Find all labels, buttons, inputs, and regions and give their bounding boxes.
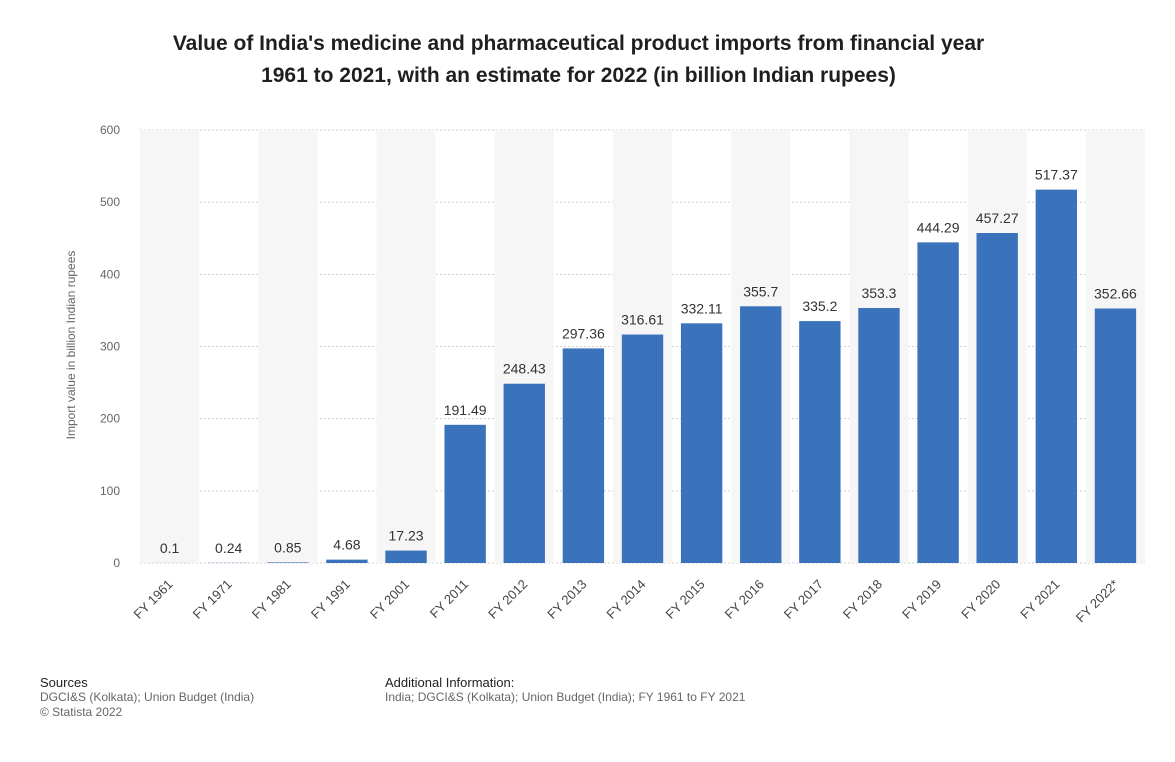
x-tick-label: FY 2016 bbox=[722, 577, 767, 622]
chart-title: Value of India's medicine and pharmaceut… bbox=[40, 28, 1117, 92]
y-tick-label: 600 bbox=[100, 123, 120, 137]
value-label: 316.61 bbox=[621, 312, 664, 328]
x-tick-label: FY 1981 bbox=[249, 577, 294, 622]
y-tick-label: 300 bbox=[100, 340, 120, 354]
y-axis-ticks: 0 100 200 300 400 500 600 bbox=[100, 123, 120, 570]
bar bbox=[621, 334, 664, 563]
value-label: 353.3 bbox=[861, 285, 896, 301]
value-label: 0.24 bbox=[215, 540, 242, 556]
value-label: 0.1 bbox=[160, 540, 180, 556]
additional-info-heading: Additional Information: bbox=[385, 675, 515, 690]
x-tick-label: FY 2014 bbox=[603, 577, 648, 622]
value-label: 457.27 bbox=[976, 210, 1019, 226]
bar bbox=[976, 233, 1018, 563]
bar bbox=[680, 323, 723, 563]
bar bbox=[562, 348, 605, 563]
x-tick-label: FY 2022* bbox=[1073, 577, 1122, 626]
bar bbox=[917, 242, 959, 563]
sources-text: DGCI&S (Kolkata); Union Budget (India) bbox=[40, 690, 255, 704]
y-tick-label: 200 bbox=[100, 412, 120, 426]
bars bbox=[148, 189, 1137, 563]
value-label: 444.29 bbox=[917, 219, 960, 235]
y-tick-label: 100 bbox=[100, 484, 120, 498]
x-tick-label: FY 2019 bbox=[899, 577, 944, 622]
bar bbox=[326, 559, 368, 563]
x-tick-label: FY 2021 bbox=[1017, 577, 1062, 622]
category-band bbox=[258, 130, 318, 563]
bar bbox=[385, 550, 427, 563]
value-label: 355.7 bbox=[743, 283, 778, 299]
value-label: 248.43 bbox=[503, 361, 546, 377]
y-axis-title: Import value in billion Indian rupees bbox=[64, 251, 78, 440]
chart-title-line-2: 1961 to 2021, with an estimate for 2022 … bbox=[261, 64, 896, 87]
value-label: 191.49 bbox=[444, 402, 487, 418]
bar-chart: 0 100 200 300 400 500 600 0.1 0.24 0.85 4.68 17.23… bbox=[64, 123, 1145, 626]
additional-info-text: India; DGCI&S (Kolkata); Union Budget (I… bbox=[385, 690, 746, 704]
bar bbox=[503, 383, 545, 563]
x-tick-label: FY 2017 bbox=[781, 577, 826, 622]
bar bbox=[799, 321, 841, 563]
category-band bbox=[140, 130, 200, 563]
bar bbox=[444, 424, 486, 563]
copyright-text: © Statista 2022 bbox=[40, 705, 123, 719]
x-tick-label: FY 2020 bbox=[958, 577, 1003, 622]
value-label: 17.23 bbox=[389, 528, 424, 544]
x-tick-label: FY 2015 bbox=[663, 577, 708, 622]
value-labels: 0.1 0.24 0.85 4.68 17.23 191.49 248.43 297.36 31… bbox=[160, 167, 1137, 556]
bar bbox=[267, 562, 309, 563]
x-tick-label: FY 1961 bbox=[130, 577, 175, 622]
y-tick-label: 500 bbox=[100, 195, 120, 209]
x-tick-label: FY 2013 bbox=[544, 577, 589, 622]
chart-title-line-1: Value of India's medicine and pharmaceut… bbox=[172, 32, 985, 55]
additional-info-block: Additional Information: India; DGCI&S (K… bbox=[385, 675, 745, 705]
value-label: 0.85 bbox=[274, 539, 301, 555]
sources-block: Sources DGCI&S (Kolkata); Union Budget (… bbox=[40, 675, 254, 720]
bar bbox=[858, 308, 900, 563]
y-tick-label: 400 bbox=[100, 267, 120, 281]
x-tick-label: FY 1991 bbox=[308, 577, 353, 622]
bar bbox=[740, 306, 782, 563]
bar bbox=[1035, 189, 1078, 563]
value-label: 352.66 bbox=[1094, 285, 1137, 301]
x-tick-label: FY 2012 bbox=[485, 577, 530, 622]
x-axis-labels: FY 1961 FY 1971 FY 1981 FY 1991 FY 2001 FY 20… bbox=[130, 577, 1121, 626]
y-tick-label: 0 bbox=[113, 556, 120, 570]
value-label: 332.11 bbox=[681, 300, 723, 316]
x-tick-label: FY 1971 bbox=[190, 577, 235, 622]
x-tick-label: FY 2018 bbox=[840, 577, 885, 622]
value-label: 335.2 bbox=[802, 298, 837, 314]
value-label: 517.37 bbox=[1035, 167, 1078, 183]
x-tick-label: FY 2001 bbox=[367, 577, 412, 622]
x-tick-label: FY 2011 bbox=[427, 577, 472, 622]
value-label: 4.68 bbox=[333, 537, 360, 553]
category-band bbox=[376, 130, 436, 563]
bar bbox=[1094, 308, 1137, 563]
value-label: 297.36 bbox=[562, 325, 605, 341]
sources-heading: Sources bbox=[40, 675, 88, 690]
